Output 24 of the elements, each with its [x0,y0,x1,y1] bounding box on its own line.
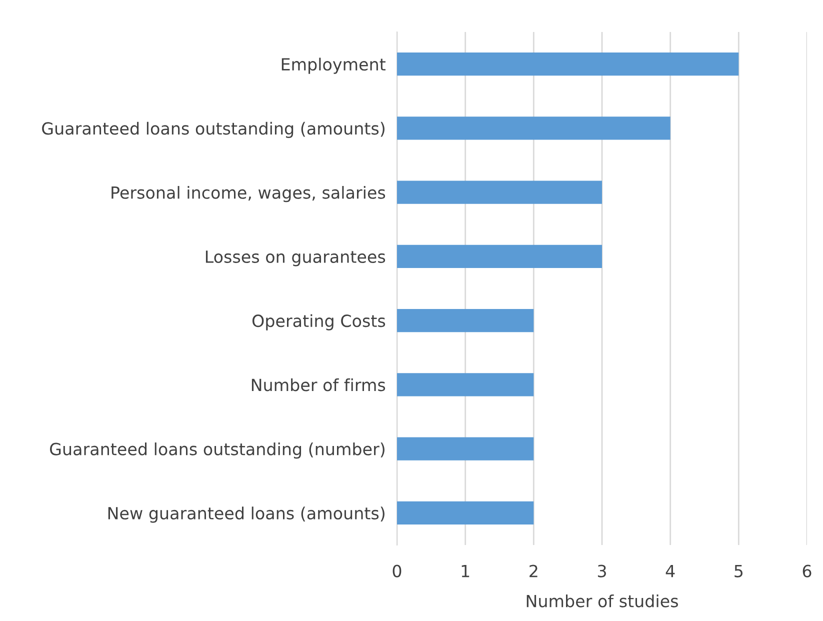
y-tick-label: Personal income, wages, salaries [112,186,386,202]
bar [397,180,602,204]
bar [397,244,602,268]
bar [397,437,534,460]
x-tick-label: 0 [392,564,402,578]
bar [397,501,534,524]
x-tick-label: 5 [734,564,743,578]
y-tick-label: Operating Costs [252,314,386,330]
x-tick-label: 3 [598,564,606,578]
bar [397,52,739,76]
x-tick-label: 1 [462,564,470,578]
bar [397,116,670,140]
x-tick-label: 6 [802,564,812,578]
bar [397,373,534,396]
y-tick-label: Guaranteed loans outstanding (amounts) [42,122,384,138]
y-tick-label: Losses on guarantees [206,250,386,266]
y-tick-label: New guaranteed loans (amounts) [108,506,384,523]
bar [397,309,534,332]
y-tick-label: Number of firms [252,378,386,392]
x-tick-label: 2 [530,564,538,578]
x-axis-title: Number of studies [526,594,678,608]
x-tick-label: 4 [666,564,675,578]
y-tick-label: Guaranteed loans outstanding (number) [50,442,384,459]
y-tick-label: Employment [282,58,386,74]
